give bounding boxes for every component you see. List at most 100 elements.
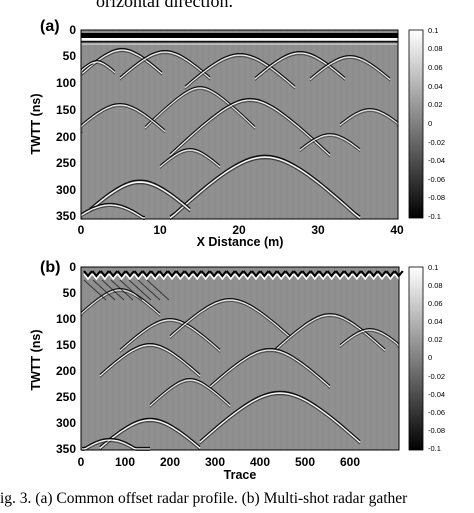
panel-b-cb-tick: 0.02	[428, 335, 443, 344]
reflection-dark	[209, 347, 331, 387]
dipping-event	[101, 279, 125, 301]
panel-a-y-tick: 50	[63, 49, 77, 63]
direct-wave-tooth-light	[142, 273, 152, 281]
direct-wave-tooth	[83, 270, 93, 278]
panel-b-y-axis-title: TWTT (ns)	[29, 329, 43, 390]
reflection-light	[81, 104, 166, 132]
panel-a-y-tick: 150	[56, 103, 76, 117]
direct-wave-tooth-light	[200, 273, 211, 281]
reflection-dark	[82, 437, 150, 449]
panel-a-radargram	[81, 30, 398, 221]
reflection-dark-2	[144, 89, 256, 130]
direct-wave-tooth	[200, 270, 211, 278]
panel-a-y-tick: 300	[56, 183, 76, 197]
direct-wave-tooth-light	[284, 273, 295, 281]
reflection-dark-2	[159, 151, 221, 169]
direct-wave-tooth	[377, 270, 387, 278]
reflection-dark	[169, 297, 291, 337]
direct-wave-tooth-light	[226, 273, 236, 281]
direct-wave-tooth	[343, 270, 354, 278]
panel-b-background	[81, 267, 399, 450]
direct-wave-tooth-light	[192, 273, 202, 281]
panel-a-y-tick: 250	[56, 156, 76, 170]
panel-b-x-tick: 200	[160, 455, 180, 469]
panel-b-y-tick: 250	[56, 390, 76, 404]
direct-wave-band-light-2	[81, 43, 398, 45]
reflection-dark	[81, 60, 116, 72]
reflection-dark-2	[89, 182, 191, 213]
direct-wave-tooth	[301, 270, 312, 278]
direct-wave-tooth	[133, 270, 144, 278]
direct-wave-tooth-light	[158, 273, 169, 281]
direct-wave-tooth-light	[318, 273, 328, 281]
reflection-dark-2	[184, 56, 296, 90]
reflection-light	[81, 289, 161, 316]
reflection-dark-2	[254, 54, 346, 81]
reflection-dark-2	[339, 111, 398, 128]
panel-a-y-axis-title: TWTT (ns)	[29, 93, 43, 154]
panel-a-x-tick: 40	[390, 223, 404, 237]
panel-a-x-tick: 30	[311, 223, 325, 237]
reflection-dark	[144, 86, 256, 127]
direct-wave-tooth-light	[150, 273, 160, 281]
direct-wave-tooth-light	[234, 273, 244, 281]
panel-a-label: (a)	[40, 18, 60, 35]
direct-wave-tooth-light	[301, 273, 312, 281]
panel-b-y-tick: 0	[69, 260, 76, 274]
reflection-light	[209, 349, 331, 388]
reflection-light	[169, 156, 361, 219]
panel-a-x-tick: 10	[153, 223, 167, 237]
direct-wave-tooth	[192, 270, 203, 278]
reflection-dark-2	[169, 157, 361, 221]
direct-wave-tooth	[141, 270, 152, 278]
direct-wave-tooth-light	[259, 273, 270, 281]
reflection-light	[159, 149, 221, 168]
panel-b-x-tick: 500	[295, 455, 315, 469]
reflection-dark-2	[199, 394, 361, 445]
panel-b-y-axis: 0 50 100 150 200 250 300 350 TWTT (ns)	[29, 260, 76, 456]
direct-wave-tooth	[318, 270, 329, 278]
direct-wave-tooth	[267, 270, 278, 278]
panel-b-y-tick: 50	[63, 286, 77, 300]
panel-a-cb-tick: 0.08	[428, 44, 443, 53]
panel-b-x-tick: 300	[205, 455, 225, 469]
direct-wave-band-dark-2	[81, 41, 398, 43]
reflection-light	[81, 204, 145, 219]
reflection-light	[169, 299, 291, 338]
reflection-light	[82, 439, 150, 450]
direct-wave-tooth	[251, 270, 261, 278]
panel-b-y-tick: 100	[56, 312, 76, 326]
direct-wave-tooth-light	[377, 273, 387, 281]
reflection-dark-2	[209, 351, 331, 389]
direct-wave-tooth	[276, 270, 287, 278]
panel-a-y-tick: 200	[56, 130, 76, 144]
panel-b-x-tick: 0	[78, 455, 85, 469]
direct-wave-tooth	[242, 270, 253, 278]
panel-a-cb-tick: 0.06	[428, 63, 443, 72]
reflection-dark	[119, 317, 221, 350]
reflection-dark-2	[81, 106, 166, 134]
panel-a-cb-tick: -0.04	[428, 156, 445, 165]
panel-b-cb-tick: -0.02	[428, 372, 445, 381]
direct-wave-tooth-light	[116, 273, 127, 281]
panel-a-frame	[80, 29, 399, 220]
direct-wave-tooth-light	[343, 273, 354, 281]
reflection-light	[199, 392, 361, 443]
reflection-dark-2	[309, 58, 391, 82]
reflection-dark-2	[81, 291, 161, 317]
reflection-dark	[199, 390, 361, 442]
reflection-dark	[339, 328, 399, 346]
direct-wave-tooth	[150, 270, 161, 278]
direct-wave-tooth	[91, 270, 102, 278]
direct-wave-tooth	[108, 270, 119, 278]
direct-wave-tooth-light	[385, 273, 396, 281]
reflection-dark	[149, 377, 231, 405]
direct-wave-tooth	[234, 270, 245, 278]
direct-wave-tooth	[335, 270, 345, 278]
panel-a-x-tick: 0	[78, 223, 85, 237]
panel-a-cb-tick: -0.06	[428, 175, 445, 184]
panel-b-y-tick: 150	[56, 338, 76, 352]
direct-wave-tooth	[385, 270, 396, 278]
reflection-dark	[169, 97, 331, 155]
panel-a-x-tick: 20	[232, 223, 246, 237]
